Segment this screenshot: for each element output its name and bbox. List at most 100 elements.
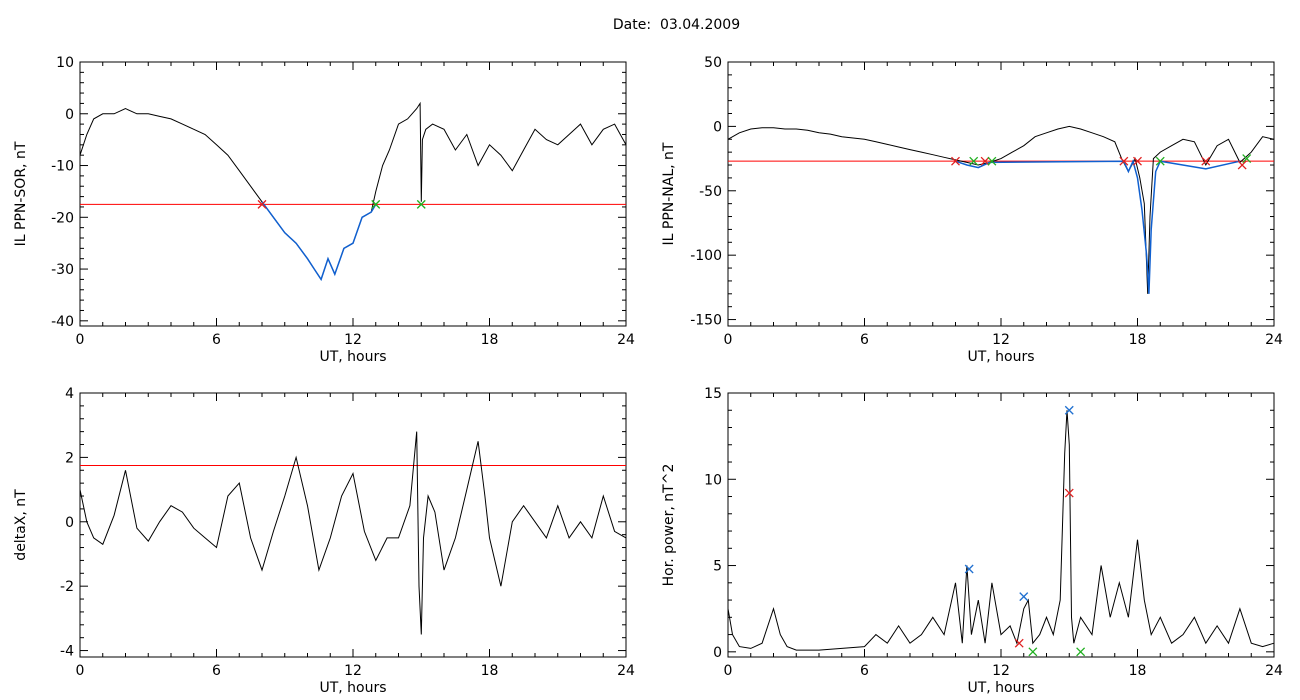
cross-marker-stroke bbox=[416, 199, 426, 209]
y-tick-label: -20 bbox=[51, 210, 74, 226]
x-tick-label: 24 bbox=[617, 663, 635, 679]
cross-marker bbox=[1064, 405, 1074, 415]
plot-frame bbox=[727, 61, 1275, 327]
x-axis-label: UT, hours bbox=[319, 680, 386, 696]
series-line bbox=[727, 410, 1275, 651]
x-tick-label: 12 bbox=[992, 332, 1010, 348]
x-tick-label: 18 bbox=[481, 332, 499, 348]
panel-nal: 0 6 12 18 24 50 0 -50 -100 -150 UT, hours IL PPN-NA… bbox=[661, 55, 1283, 365]
y-tick-label: 0 bbox=[65, 515, 74, 531]
cross-marker-stroke bbox=[969, 156, 979, 166]
cross-marker bbox=[1064, 488, 1074, 498]
y-tick-label: 10 bbox=[56, 55, 74, 71]
plot-frame bbox=[79, 61, 627, 327]
x-tick-label: 18 bbox=[481, 663, 499, 679]
y-tick-label: 5 bbox=[713, 559, 722, 575]
x-tick-label: 6 bbox=[860, 332, 869, 348]
y-tick-label: 0 bbox=[713, 119, 722, 135]
x-tick-label: 24 bbox=[617, 332, 635, 348]
x-tick-label: 0 bbox=[724, 663, 733, 679]
y-tick-label: 15 bbox=[704, 386, 722, 402]
x-tick-label: 6 bbox=[212, 332, 221, 348]
y-tick-label: 0 bbox=[65, 107, 74, 123]
y-tick-label: -10 bbox=[51, 159, 74, 175]
y-axis-label: deltaX, nT bbox=[13, 489, 29, 561]
cross-marker bbox=[416, 199, 426, 209]
cross-marker-stroke bbox=[257, 199, 267, 209]
cross-marker bbox=[257, 199, 267, 209]
x-axis-label: UT, hours bbox=[319, 349, 386, 365]
y-tick-label: -100 bbox=[690, 248, 722, 264]
y-tick-label: 0 bbox=[713, 645, 722, 661]
highlight-segment bbox=[955, 158, 1241, 294]
cross-marker bbox=[951, 156, 960, 166]
cross-marker-stroke bbox=[1242, 154, 1252, 164]
x-tick-label: 0 bbox=[76, 332, 85, 348]
plot-frame bbox=[79, 392, 627, 658]
cross-marker-stroke bbox=[1064, 488, 1074, 498]
x-tick-label: 6 bbox=[212, 663, 221, 679]
cross-marker bbox=[1028, 647, 1038, 657]
cross-marker bbox=[1019, 592, 1029, 602]
cross-marker bbox=[987, 156, 997, 166]
cross-marker-stroke bbox=[1201, 156, 1211, 166]
y-tick-label: -30 bbox=[51, 262, 74, 278]
cross-marker bbox=[964, 564, 974, 574]
cross-marker bbox=[1076, 647, 1086, 657]
series-line bbox=[79, 431, 627, 635]
cross-marker-stroke bbox=[951, 156, 960, 166]
y-tick-label: 2 bbox=[65, 450, 74, 466]
x-tick-label: 0 bbox=[76, 663, 85, 679]
cross-marker-stroke bbox=[1076, 647, 1086, 657]
y-tick-label: -4 bbox=[60, 644, 74, 660]
y-tick-label: -2 bbox=[60, 579, 74, 595]
cross-marker bbox=[980, 156, 990, 166]
series-line bbox=[727, 125, 1275, 294]
x-tick-label: 12 bbox=[992, 663, 1010, 679]
x-tick-label: 18 bbox=[1129, 663, 1147, 679]
y-tick-label: -50 bbox=[699, 184, 722, 200]
cross-marker-stroke bbox=[1019, 592, 1029, 602]
cross-marker-stroke bbox=[1237, 160, 1247, 170]
panel-deltax: 0 6 12 18 24 4 2 0 -2 -4 UT, hours deltaX, nT bbox=[13, 386, 635, 696]
cross-marker-stroke bbox=[1133, 156, 1142, 166]
cross-marker bbox=[969, 156, 979, 166]
x-tick-label: 6 bbox=[860, 663, 869, 679]
panel-hor-power: 0 6 12 18 24 15 10 5 0 UT, hours Hor. power, nT^2 bbox=[661, 386, 1283, 696]
cross-marker bbox=[1201, 156, 1211, 166]
x-tick-label: 24 bbox=[1265, 663, 1283, 679]
cross-marker-stroke bbox=[1028, 647, 1038, 657]
highlight-segment bbox=[261, 201, 377, 282]
x-tick-label: 12 bbox=[344, 332, 362, 348]
panel-sor: 0 6 12 18 24 10 0 -10 -20 -30 -40 UT, hours IL PPN-S… bbox=[13, 55, 635, 365]
cross-marker bbox=[1119, 156, 1129, 166]
plot-frame bbox=[727, 392, 1275, 658]
cross-marker bbox=[1133, 156, 1142, 166]
cross-marker-stroke bbox=[1155, 156, 1165, 166]
x-tick-label: 12 bbox=[344, 663, 362, 679]
x-axis-label: UT, hours bbox=[967, 680, 1034, 696]
y-tick-label: 10 bbox=[704, 472, 722, 488]
cross-marker-stroke bbox=[1064, 405, 1074, 415]
cross-marker-stroke bbox=[980, 156, 990, 166]
y-axis-label: Hor. power, nT^2 bbox=[661, 464, 677, 587]
cross-marker bbox=[1014, 638, 1024, 648]
chart-date-title: Date: 03.04.2009 bbox=[612, 17, 741, 33]
x-tick-label: 24 bbox=[1265, 332, 1283, 348]
cross-marker bbox=[371, 199, 381, 209]
x-tick-label: 0 bbox=[724, 332, 733, 348]
cross-marker-stroke bbox=[987, 156, 997, 166]
y-axis-label: IL PPN-SOR, nT bbox=[13, 141, 29, 246]
cross-marker-stroke bbox=[1119, 156, 1129, 166]
cross-marker-stroke bbox=[964, 564, 974, 574]
cross-marker-stroke bbox=[371, 199, 381, 209]
y-tick-label: 4 bbox=[65, 386, 74, 402]
cross-marker bbox=[1237, 160, 1247, 170]
cross-marker-stroke bbox=[1014, 638, 1024, 648]
cross-marker bbox=[1155, 156, 1165, 166]
cross-marker bbox=[1242, 154, 1252, 164]
y-tick-label: 50 bbox=[704, 55, 722, 71]
series-line bbox=[79, 101, 627, 281]
y-axis-label: IL PPN-NAL, nT bbox=[661, 142, 677, 245]
